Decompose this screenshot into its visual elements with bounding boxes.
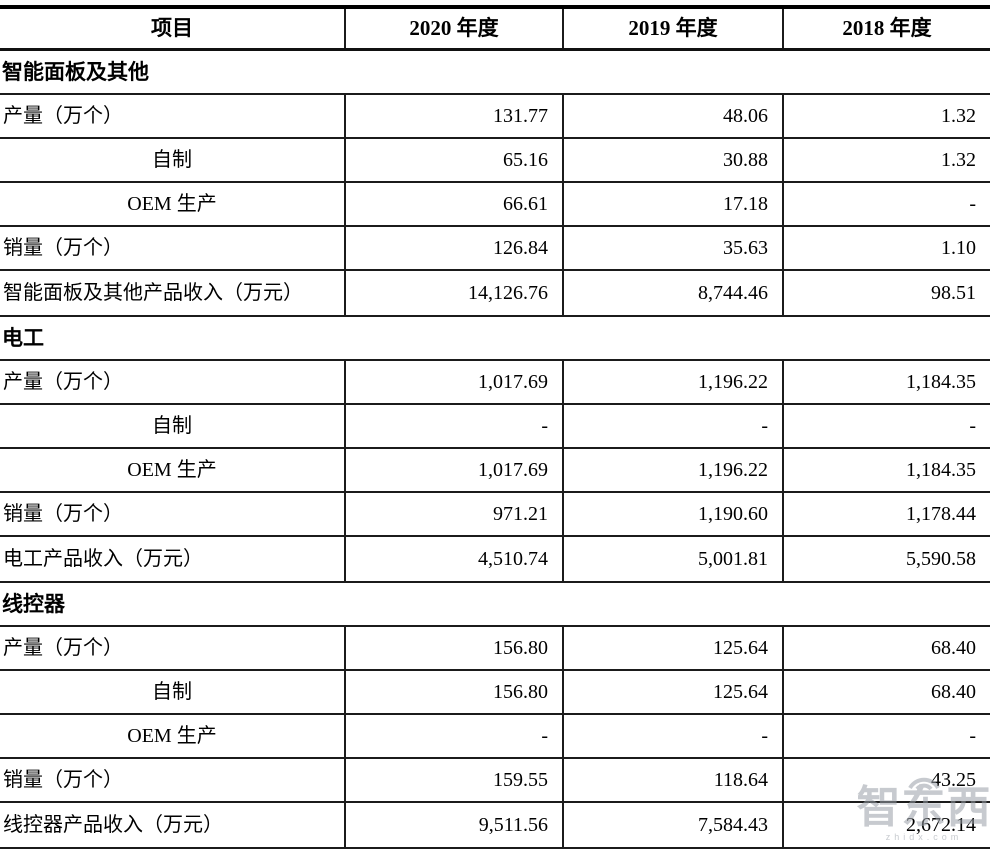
section-label: 电工 bbox=[2, 325, 44, 350]
cell-2020: 159.55 bbox=[344, 759, 562, 801]
section-label: 线控器 bbox=[2, 591, 65, 616]
cell-item: 产量（万个） bbox=[3, 636, 123, 659]
table-row: 销量（万个） 126.84 35.63 1.10 bbox=[0, 227, 990, 271]
cell-2019: 17.18 bbox=[562, 183, 782, 225]
table-row-revenue: 智能面板及其他产品收入（万元） 14,126.76 8,744.46 98.51 bbox=[0, 271, 990, 317]
cell-2019: 48.06 bbox=[562, 95, 782, 137]
table-row: 自制 65.16 30.88 1.32 bbox=[0, 139, 990, 183]
cell-2020: - bbox=[344, 405, 562, 447]
cell-item: 自制 bbox=[152, 680, 192, 703]
table-row: OEM 生产 - - - bbox=[0, 715, 990, 759]
cell-item: OEM 生产 bbox=[127, 724, 217, 747]
cell-2018: 1.32 bbox=[782, 95, 990, 137]
section-row-wire-controller: 线控器 bbox=[0, 583, 990, 627]
table-row: 产量（万个） 1,017.69 1,196.22 1,184.35 bbox=[0, 361, 990, 405]
cell-2018: - bbox=[782, 405, 990, 447]
table-row-revenue: 线控器产品收入（万元） 9,511.56 7,584.43 2,672.14 bbox=[0, 803, 990, 849]
header-2019: 2019 年度 bbox=[562, 9, 782, 48]
cell-2019: 1,190.60 bbox=[562, 493, 782, 535]
cell-2020: 126.84 bbox=[344, 227, 562, 269]
table-row: 销量（万个） 971.21 1,190.60 1,178.44 bbox=[0, 493, 990, 537]
header-item: 项目 bbox=[151, 16, 193, 41]
cell-item: 销量（万个） bbox=[3, 502, 123, 525]
cell-2019: - bbox=[562, 715, 782, 757]
cell-2020: 9,511.56 bbox=[344, 803, 562, 847]
section-label: 智能面板及其他 bbox=[2, 59, 149, 84]
cell-2020: 156.80 bbox=[344, 671, 562, 713]
section-row-electrician: 电工 bbox=[0, 317, 990, 361]
cell-2018: 5,590.58 bbox=[782, 537, 990, 581]
cell-2020: - bbox=[344, 715, 562, 757]
cell-2019: 125.64 bbox=[562, 627, 782, 669]
table-row: OEM 生产 1,017.69 1,196.22 1,184.35 bbox=[0, 449, 990, 493]
table-row: 自制 - - - bbox=[0, 405, 990, 449]
cell-2018: 1,184.35 bbox=[782, 361, 990, 403]
table-row: 销量（万个） 159.55 118.64 43.25 bbox=[0, 759, 990, 803]
table-row: 产量（万个） 156.80 125.64 68.40 bbox=[0, 627, 990, 671]
table-header-row: 项目 2020 年度 2019 年度 2018 年度 bbox=[0, 9, 990, 51]
header-2020: 2020 年度 bbox=[344, 9, 562, 48]
cell-2018: 2,672.14 bbox=[782, 803, 990, 847]
cell-2019: 8,744.46 bbox=[562, 271, 782, 315]
cell-item: OEM 生产 bbox=[127, 458, 217, 481]
cell-2020: 65.16 bbox=[344, 139, 562, 181]
cell-2019: 30.88 bbox=[562, 139, 782, 181]
production-sales-table: 项目 2020 年度 2019 年度 2018 年度 智能面板及其他 产量（万个… bbox=[0, 5, 990, 849]
cell-item: 电工产品收入（万元） bbox=[3, 547, 203, 570]
cell-item: 销量（万个） bbox=[3, 768, 123, 791]
cell-2020: 14,126.76 bbox=[344, 271, 562, 315]
cell-2020: 1,017.69 bbox=[344, 449, 562, 491]
cell-2019: - bbox=[562, 405, 782, 447]
cell-item: 销量（万个） bbox=[3, 236, 123, 259]
cell-2018: - bbox=[782, 715, 990, 757]
cell-2020: 971.21 bbox=[344, 493, 562, 535]
cell-2019: 125.64 bbox=[562, 671, 782, 713]
cell-2020: 131.77 bbox=[344, 95, 562, 137]
cell-2018: 1,178.44 bbox=[782, 493, 990, 535]
cell-2018: - bbox=[782, 183, 990, 225]
table-row: OEM 生产 66.61 17.18 - bbox=[0, 183, 990, 227]
cell-2019: 5,001.81 bbox=[562, 537, 782, 581]
cell-2019: 1,196.22 bbox=[562, 449, 782, 491]
cell-2018: 68.40 bbox=[782, 627, 990, 669]
cell-2019: 1,196.22 bbox=[562, 361, 782, 403]
cell-item: 自制 bbox=[152, 148, 192, 171]
cell-2019: 35.63 bbox=[562, 227, 782, 269]
cell-2018: 98.51 bbox=[782, 271, 990, 315]
section-row-smart-panel: 智能面板及其他 bbox=[0, 51, 990, 95]
header-2018: 2018 年度 bbox=[782, 9, 990, 48]
cell-item: 产量（万个） bbox=[3, 104, 123, 127]
cell-2020: 4,510.74 bbox=[344, 537, 562, 581]
cell-item: 线控器产品收入（万元） bbox=[3, 813, 223, 836]
cell-2020: 1,017.69 bbox=[344, 361, 562, 403]
table-row-revenue: 电工产品收入（万元） 4,510.74 5,001.81 5,590.58 bbox=[0, 537, 990, 583]
cell-item: 智能面板及其他产品收入（万元） bbox=[3, 281, 303, 304]
table-row: 自制 156.80 125.64 68.40 bbox=[0, 671, 990, 715]
cell-2018: 1,184.35 bbox=[782, 449, 990, 491]
cell-2018: 68.40 bbox=[782, 671, 990, 713]
cell-item: OEM 生产 bbox=[127, 192, 217, 215]
cell-item: 产量（万个） bbox=[3, 370, 123, 393]
cell-2020: 156.80 bbox=[344, 627, 562, 669]
cell-2018: 1.10 bbox=[782, 227, 990, 269]
cell-2018: 1.32 bbox=[782, 139, 990, 181]
cell-2019: 7,584.43 bbox=[562, 803, 782, 847]
cell-item: 自制 bbox=[152, 414, 192, 437]
cell-2018: 43.25 bbox=[782, 759, 990, 801]
cell-2020: 66.61 bbox=[344, 183, 562, 225]
cell-2019: 118.64 bbox=[562, 759, 782, 801]
table-row: 产量（万个） 131.77 48.06 1.32 bbox=[0, 95, 990, 139]
